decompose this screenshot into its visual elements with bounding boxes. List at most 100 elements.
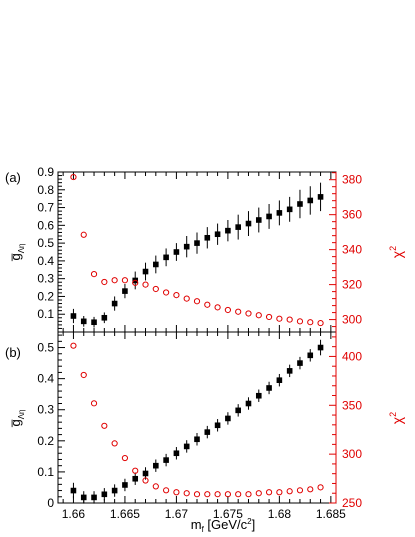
- panel-b-chi2-point: [121, 454, 129, 462]
- panel-a-g-point: [194, 240, 200, 246]
- x-tick-label: 1.675: [213, 507, 243, 521]
- x-tick-label: 1.665: [110, 507, 140, 521]
- panel-a-g-point: [122, 288, 128, 294]
- panel-b-chi2-point: [296, 487, 304, 494]
- panel-a-chi2-point: [80, 231, 87, 238]
- panel-a-chi2-point: [245, 310, 252, 317]
- panel-b-g-point: [297, 360, 303, 366]
- x-tick-label: 1.66: [62, 507, 86, 521]
- panel-b-ylabel-right: χ2: [388, 412, 405, 424]
- panel-b-ylabel-left-sub: Λη: [17, 409, 26, 419]
- panel-b-chi2-point: [276, 489, 283, 496]
- panel-a-y-tick-label-left: 0.1: [37, 307, 54, 321]
- panel-b-g-point: [286, 368, 293, 374]
- panel-a-chi2-point: [276, 315, 283, 322]
- panel-a-g-point: [276, 210, 283, 216]
- panel-b-g-point: [70, 487, 77, 494]
- panel-a-y-tick-label-left: 0.6: [37, 218, 54, 232]
- panel-a-y-tick-label-left: 0.7: [37, 201, 54, 215]
- panel-b-chi2-point: [163, 487, 170, 494]
- panel-b-g-point: [194, 436, 200, 443]
- panel-b-y-tick-label-left: 0.1: [37, 465, 54, 479]
- panel-a-y-tick-label-right: 340: [342, 243, 362, 257]
- panel-a-g-point: [142, 268, 149, 275]
- panel-b-chi2-point: [235, 491, 242, 498]
- panel-b-y-tick-label-left: 0.2: [37, 434, 54, 448]
- panel-b-chi2-point: [90, 400, 98, 407]
- panel-b-g-point: [111, 487, 118, 494]
- x-tick-label: 1.68: [268, 507, 292, 521]
- panel-b-g-point: [317, 344, 324, 351]
- panel-b-g-point: [80, 494, 87, 501]
- panel-a-g-point: [266, 213, 272, 220]
- panel-a-y-tick-label-left: 0.4: [37, 254, 54, 268]
- panel-a-chi2-point: [142, 281, 149, 288]
- panel-b-chi2-point: [255, 490, 262, 497]
- panel-a-chi2-point: [265, 313, 273, 321]
- panel-b-label: (b): [5, 345, 21, 360]
- panel-b-g-point: [91, 494, 97, 501]
- x-axis-title-main: m: [191, 517, 202, 532]
- x-axis-title: mf [GeV/c2]: [191, 517, 256, 534]
- panel-a-chi2-point: [224, 306, 231, 314]
- panel-b-ylabel-left-main: g̅: [8, 419, 23, 427]
- panel-b-chi2-point: [204, 491, 211, 498]
- panel-b-chi2-point: [101, 422, 108, 429]
- panel-b-g-point: [255, 392, 262, 399]
- panel-b-y-tick-label-right: 300: [342, 447, 362, 461]
- panel-a-g-point: [91, 319, 97, 326]
- panel-a-g-point: [286, 206, 293, 213]
- panel-a-g-point: [245, 220, 252, 227]
- panel-b-y-tick-label-right: 400: [342, 349, 362, 363]
- panel-b-g-point: [276, 377, 283, 383]
- panel-a-ylabel-right-sup: 2: [388, 246, 398, 251]
- panel-b-chi2-point: [80, 371, 87, 379]
- panel-a-g-point: [307, 197, 314, 204]
- panel-b-g-point: [101, 491, 108, 498]
- panel-a-chi2-point: [183, 295, 190, 302]
- panel-a-label: (a): [5, 170, 21, 185]
- panel-a-chi2-point: [307, 319, 314, 326]
- panel-a-ylabel-left-main: g̅: [8, 253, 23, 261]
- x-tick-label: 1.67: [165, 507, 189, 521]
- x-axis-title-sub: f: [202, 525, 205, 534]
- x-tick-label: 1.685: [316, 507, 346, 521]
- panel-a-chi2-point: [101, 278, 108, 286]
- panel-a-g-point: [297, 201, 303, 207]
- x-axis-title-unit-end: ]: [252, 517, 256, 532]
- panel-a-chi2-point: [193, 298, 201, 305]
- panel-a-g-point: [80, 318, 87, 325]
- panel-a-y-tick-label-right: 360: [342, 208, 362, 222]
- panel-a-ylabel-right: χ2: [388, 246, 405, 258]
- panel-b-y-tick-label-left: 0: [47, 496, 54, 510]
- x-axis-title-unit: [GeV/c: [204, 517, 248, 532]
- panel-a-chi2-point: [214, 304, 221, 311]
- panel-b-g-point: [214, 422, 221, 429]
- panel-b-frame: [57, 331, 337, 504]
- panel-a-chi2-point: [90, 271, 98, 278]
- panel-a-chi2-point: [121, 277, 129, 284]
- panel-a-chi2-point: [70, 173, 77, 181]
- panel-b-chi2-point: [132, 467, 139, 474]
- panel-b-ylabel-right-main: χ: [389, 416, 405, 424]
- panel-b-chi2-point: [286, 488, 293, 495]
- panel-a-chi2-point: [204, 301, 211, 308]
- panel-b-g-point: [132, 475, 139, 482]
- panel-a-g-point: [153, 261, 159, 268]
- panel-a-g-point: [183, 243, 190, 250]
- panel-b-g-point: [183, 443, 190, 450]
- panel-b-g-point: [225, 415, 231, 422]
- panel-a-g-point: [317, 194, 324, 200]
- panel-b-chi2-point: [224, 491, 231, 498]
- panel-a-g-point: [101, 314, 108, 321]
- panel-a-y-tick-label-left: 0.2: [37, 289, 54, 303]
- panel-b-y-tick-label-left: 0.3: [37, 403, 54, 417]
- panel-a-y-tick-label-right: 380: [342, 173, 362, 187]
- panel-a-chi2-point: [255, 312, 262, 319]
- panel-b-g-point: [122, 482, 128, 488]
- panel-a-g-point: [255, 217, 262, 223]
- panel-b-chi2-point: [265, 489, 273, 496]
- panel-b-g-point: [307, 352, 314, 359]
- panel-b-g-point: [266, 385, 272, 391]
